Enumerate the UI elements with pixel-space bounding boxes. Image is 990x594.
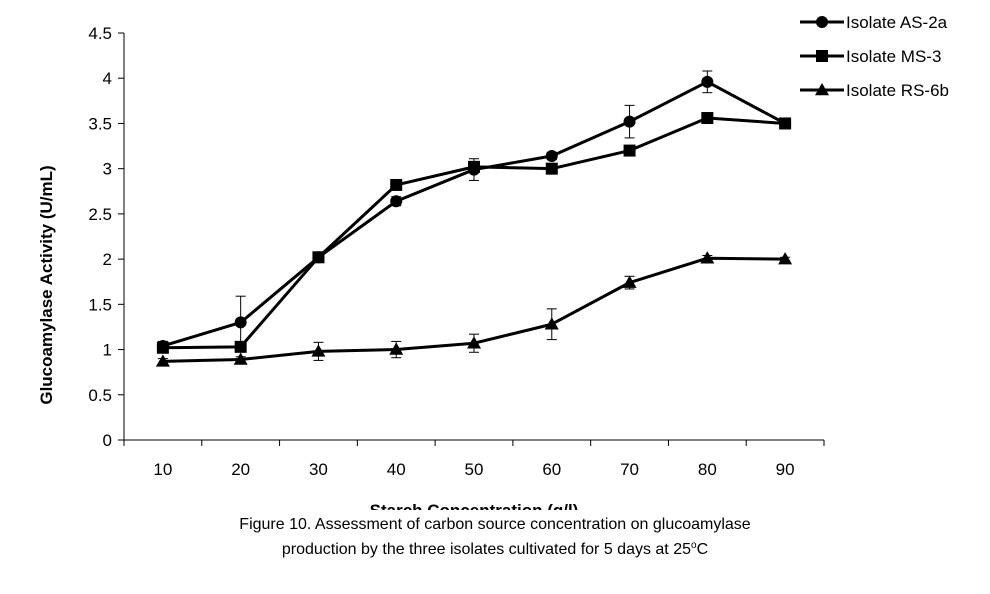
y-axis-title: Glucoamylase Activity (U/mL)	[37, 165, 56, 404]
data-point	[234, 340, 247, 353]
data-point	[467, 336, 481, 349]
legend-marker-icon	[816, 16, 828, 28]
x-tick-label: 60	[542, 460, 561, 479]
data-point	[233, 352, 248, 365]
caption-unit: C	[696, 541, 709, 558]
data-point	[390, 195, 403, 208]
data-point	[390, 178, 403, 191]
y-tick-label: 4.5	[88, 24, 112, 43]
y-tick-label: 1	[103, 341, 112, 360]
x-tick-label: 10	[153, 460, 172, 479]
data-point	[779, 117, 792, 130]
x-tick-label: 20	[231, 460, 250, 479]
data-point	[545, 162, 558, 175]
x-axis-title: Starch Concentration (g/l)	[370, 501, 579, 510]
x-tick-label: 90	[776, 460, 795, 479]
legend-item: Isolate MS-3	[800, 47, 941, 66]
data-point	[623, 115, 636, 128]
legend-marker-icon	[816, 50, 828, 62]
x-tick-label: 30	[309, 460, 328, 479]
legend-label: Isolate AS-2a	[846, 13, 948, 32]
figure-caption-line-1: Figure 10. Assessment of carbon source c…	[239, 516, 751, 533]
x-tick-label: 70	[620, 460, 639, 479]
line-chart: 00.511.522.533.544.5 10 20 30 40 50 60 70 80 90 …	[37, 13, 949, 510]
y-tick-label: 0	[103, 431, 112, 450]
y-tick-label: 2.5	[88, 205, 112, 224]
y-tick-label: 4	[103, 69, 112, 88]
data-point	[545, 150, 558, 163]
legend-label: Isolate MS-3	[846, 47, 941, 66]
data-point	[156, 341, 169, 354]
data-point	[234, 316, 247, 329]
legend-item: Isolate RS-6b	[800, 81, 949, 100]
legend: Isolate AS-2a Isolate MS-3 Isolate RS-6b	[800, 13, 949, 100]
y-tick-label: 3.5	[88, 114, 112, 133]
data-point	[700, 251, 715, 264]
series-isolate-as-2a	[156, 70, 792, 352]
data-point	[623, 144, 636, 157]
x-tick-label: 80	[698, 460, 717, 479]
data-point	[622, 275, 637, 288]
data-point	[701, 75, 714, 88]
legend-marker-icon	[815, 83, 829, 96]
series-isolate-rs-6b	[155, 251, 793, 367]
caption-text: production by the three isolates cultiva…	[281, 541, 691, 558]
data-point	[311, 344, 326, 357]
legend-label: Isolate RS-6b	[846, 81, 949, 100]
data-point	[544, 317, 559, 330]
figure-caption-line-2: production by the three isolates cultiva…	[0, 535, 990, 560]
x-tick-label: 50	[465, 460, 484, 479]
data-point	[468, 160, 480, 173]
x-axis: 10 20 30 40 50 60 70 80 90	[123, 439, 825, 479]
degree-superscript: o	[691, 540, 697, 551]
y-tick-label: 0.5	[88, 386, 112, 405]
data-point	[389, 342, 404, 355]
x-tick-label: 40	[387, 460, 406, 479]
y-tick-label: 1.5	[88, 295, 112, 314]
legend-item: Isolate AS-2a	[800, 13, 948, 32]
data-point	[312, 251, 325, 264]
plot-area	[155, 70, 793, 367]
series-isolate-ms-3	[156, 112, 792, 354]
data-point	[778, 252, 793, 265]
data-point	[701, 112, 714, 125]
y-tick-label: 3	[103, 160, 112, 179]
series-line	[162, 80, 786, 348]
series-line	[162, 116, 786, 350]
y-axis: 0 0.5 1 1.5 2 2.5 3 3.5 4 4.5	[88, 24, 125, 450]
y-tick-label: 2	[103, 250, 112, 269]
data-point	[155, 354, 170, 367]
